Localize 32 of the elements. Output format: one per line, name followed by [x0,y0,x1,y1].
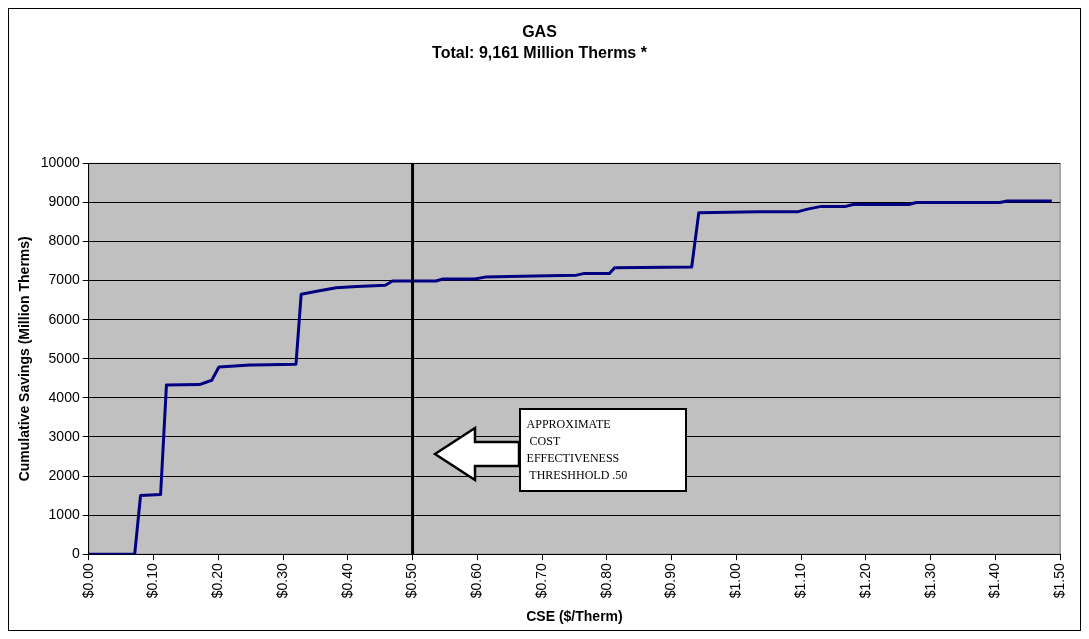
x-tick-label: $1.50 [1051,562,1068,599]
x-tick-label: $0.20 [209,562,226,599]
x-tick-label: $1.10 [792,562,808,599]
x-tick-label: $0.80 [597,562,614,599]
y-tick-label: 8000 [48,232,80,249]
y-tick-label: 6000 [48,310,80,327]
y-tick-label: 0 [71,545,80,562]
y-tick-label: 4000 [48,388,80,405]
y-tick-label: 9000 [48,193,80,210]
x-tick-label: $0.30 [273,562,290,599]
x-tick-label: $1.20 [856,562,873,599]
y-tick-label: 7000 [48,271,80,288]
x-axis-title: CSE ($/Therm) [526,608,623,625]
x-tick-label: $1.00 [727,562,744,599]
x-tick-label: $0.60 [468,562,485,599]
y-tick-label: 5000 [48,349,80,366]
ref-line-label: APPROXIMATE COST EFFECTIVENESS THRESHHOLD .50 [518,407,687,492]
x-tick-label: $0.70 [532,562,549,599]
y-tick-label: 2000 [48,466,80,483]
chart-subtitle: Total: 9,161 Million Therms * [432,44,648,62]
y-tick-label: 1000 [48,505,80,522]
x-tick-label: $0.90 [662,562,679,599]
x-tick-label: $0.10 [144,562,161,599]
y-axis-title: Cumulative Savings (Million Therms) [16,236,33,482]
chart-title: GAS [522,23,558,41]
y-tick-label: 3000 [48,427,80,444]
x-tick-label: $1.40 [986,562,1003,599]
x-tick-label: $0.50 [403,562,420,599]
x-tick-label: $0.00 [79,562,96,599]
x-tick-label: $0.40 [338,562,355,599]
y-tick-label: 10000 [40,154,80,171]
x-tick-label: $1.30 [921,562,938,599]
